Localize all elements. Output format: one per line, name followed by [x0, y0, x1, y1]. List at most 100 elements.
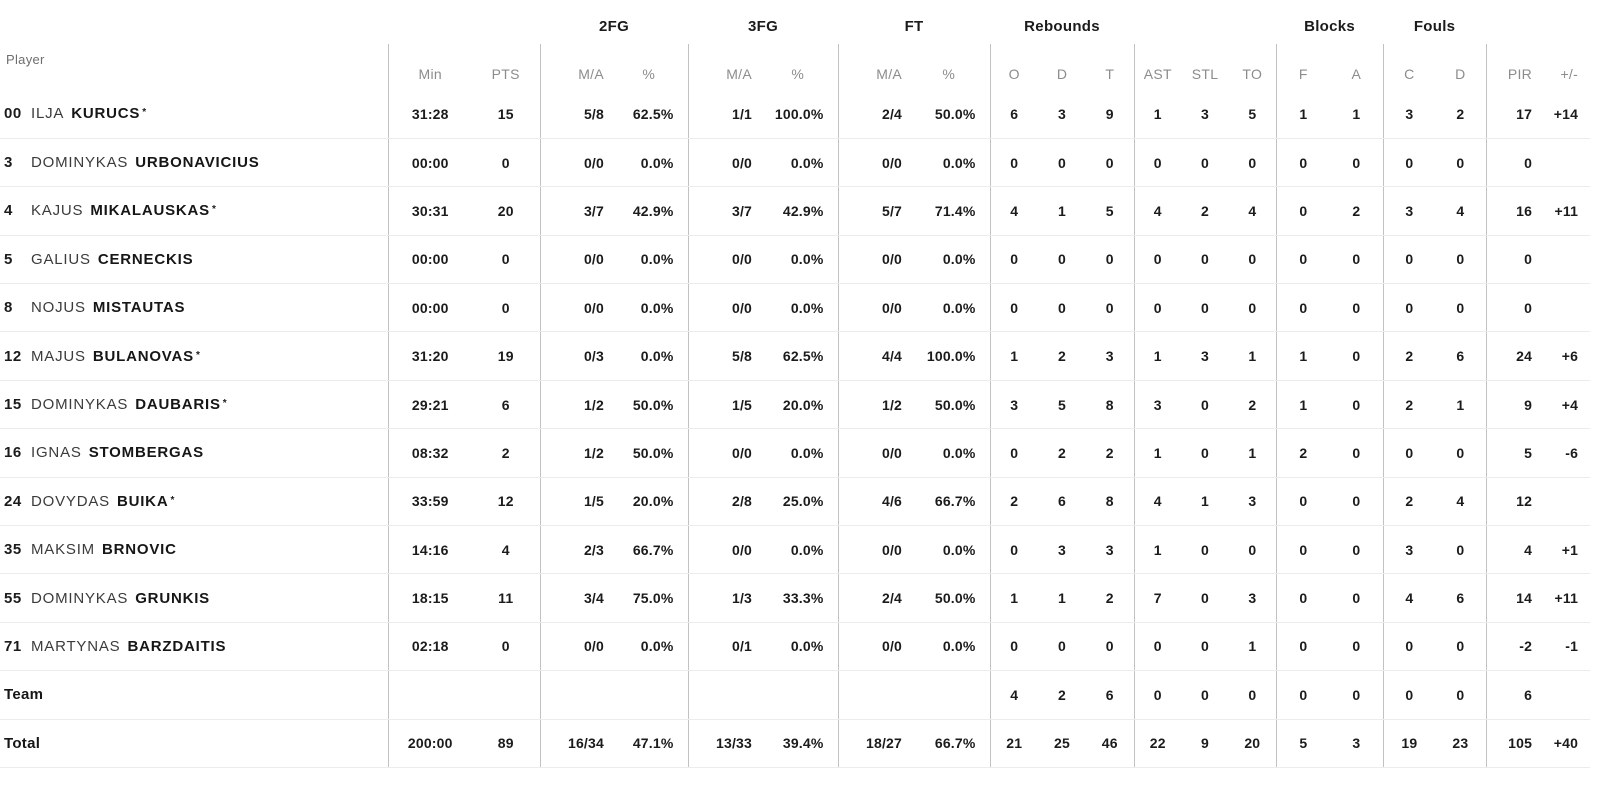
group-header-2fg: 2FG [598, 18, 630, 35]
stat-cell-3fg-ma: 5/8 [687, 331, 759, 381]
col-header-ast: AST [1133, 44, 1182, 90]
stat-cell-plusminus [1546, 477, 1591, 527]
jersey-number: 35 [4, 541, 22, 559]
stat-cell-reb-t: 0 [1086, 138, 1135, 188]
stat-cell-foul-d: 2 [1435, 90, 1487, 139]
player-name-cell: 00 ILJA KURUCS * [0, 90, 388, 139]
stat-cell-pir: 14 [1485, 573, 1547, 623]
stat-cell-blk-f: 0 [1275, 138, 1331, 188]
player-last-name: CERNECKIS [97, 250, 194, 268]
stat-cell-ft-ma: 0/0 [837, 235, 909, 285]
player-last-name: GRUNKIS [135, 589, 210, 607]
starter-asterisk: * [170, 494, 175, 506]
group-spacer-ast [1134, 0, 1276, 44]
stat-cell-reb-o: 4 [989, 186, 1039, 236]
stat-cell-reb-d: 0 [1038, 622, 1087, 672]
stat-cell-pts: 19 [472, 331, 540, 381]
player-row: 4 KAJUS MIKALAUSKAS * 30:31 20 3/7 42.9% 3/7 42.9… [0, 186, 1591, 236]
stat-cell-foul-c: 19 [1382, 719, 1436, 768]
stat-cell-ft-ma: 5/7 [837, 186, 909, 236]
stat-cell-ast: 0 [1133, 622, 1182, 672]
stat-cell-2fg-pct: 47.1% [610, 719, 689, 768]
stat-cell-2fg-ma: 16/34 [539, 719, 610, 768]
stat-cell-3fg-ma: 13/33 [687, 719, 759, 768]
stat-cell-ast: 4 [1133, 186, 1182, 236]
jersey-number: 3 [4, 154, 13, 172]
stat-cell-to: 3 [1229, 477, 1277, 527]
stat-cell-foul-c: 0 [1382, 283, 1436, 333]
stat-cell-2fg-pct: 0.0% [610, 283, 689, 333]
stat-cell-stl: 2 [1181, 186, 1230, 236]
stat-cell-plusminus: +11 [1546, 186, 1591, 236]
stat-cell-to: 0 [1229, 525, 1277, 575]
player-last-name: DAUBARIS [135, 396, 221, 414]
stat-cell-min: 02:18 [387, 622, 472, 672]
stat-cell-3fg-pct: 0.0% [758, 428, 839, 478]
player-row: 16 IGNAS STOMBERGAS 08:32 2 1/2 50.0% 0/0 0.0% 0/… [0, 428, 1591, 478]
stat-cell-reb-o: 0 [989, 235, 1039, 285]
stat-cell-to: 4 [1229, 186, 1277, 236]
stat-cell-3fg-pct [758, 670, 839, 720]
stat-cell-3fg-ma: 3/7 [687, 186, 759, 236]
col-header-min: Min [387, 44, 472, 90]
stat-cell-blk-a: 1 [1330, 90, 1384, 139]
stat-cell-2fg-pct: 20.0% [610, 477, 689, 527]
col-header-pts: PTS [491, 66, 520, 82]
stat-cell-pir: 9 [1485, 380, 1547, 430]
stat-cell-3fg-ma: 1/1 [687, 90, 759, 139]
stat-cell-reb-t: 0 [1086, 622, 1135, 672]
stat-cell-plusminus [1546, 235, 1591, 285]
stat-cell-3fg-ma: 0/1 [687, 622, 759, 672]
stat-cell-blk-f: 0 [1275, 670, 1331, 720]
stat-cell-pts: 89 [472, 719, 540, 768]
stat-cell-foul-d: 0 [1435, 428, 1487, 478]
stat-cell-ft-pct: 100.0% [908, 331, 991, 381]
stat-cell-2fg-pct: 0.0% [610, 331, 689, 381]
stat-cell-ast: 0 [1133, 138, 1182, 188]
stat-cell-reb-d: 0 [1038, 235, 1087, 285]
stat-cell-ast: 1 [1133, 90, 1182, 139]
stat-cell-blk-a: 0 [1330, 573, 1384, 623]
stat-cell-foul-d: 4 [1435, 186, 1487, 236]
stat-cell-foul-c: 0 [1382, 670, 1436, 720]
starter-asterisk: * [212, 204, 217, 216]
stat-cell-foul-c: 2 [1382, 331, 1436, 381]
stat-cell-ft-pct: 0.0% [908, 525, 991, 575]
player-last-name: MIKALAUSKAS [90, 202, 210, 220]
stat-cell-3fg-ma: 0/0 [687, 138, 759, 188]
stat-cell-ft-pct: 0.0% [908, 283, 991, 333]
stat-cell-foul-c: 4 [1382, 573, 1436, 623]
jersey-number: 12 [4, 347, 22, 365]
stat-cell-blk-a: 0 [1330, 622, 1384, 672]
stat-cell-to: 0 [1229, 235, 1277, 285]
stat-cell-blk-f: 1 [1275, 380, 1331, 430]
stat-cell-3fg-ma: 0/0 [687, 525, 759, 575]
stat-cell-2fg-ma: 1/2 [539, 380, 610, 430]
stat-cell-pir: 5 [1485, 428, 1547, 478]
stat-cell-2fg-pct: 50.0% [610, 428, 689, 478]
stat-cell-to: 1 [1229, 622, 1277, 672]
stat-cell-2fg-ma: 2/3 [539, 525, 610, 575]
stat-cell-ast: 4 [1133, 477, 1182, 527]
stat-cell-to: 20 [1229, 719, 1277, 768]
player-row: 71 MARTYNAS BARZDAITIS 02:18 0 0/0 0.0% 0/1 0.0%… [0, 622, 1591, 672]
player-name-cell: 8 NOJUS MISTAUTAS [0, 283, 388, 333]
stat-cell-to: 5 [1229, 90, 1277, 139]
stat-cell-min: 18:15 [387, 573, 472, 623]
player-first-name: GALIUS [31, 250, 91, 268]
stat-cell-blk-f: 0 [1275, 235, 1331, 285]
stat-cell-blk-a: 3 [1330, 719, 1384, 768]
stat-cell-ft-pct: 50.0% [908, 573, 991, 623]
stat-cell-pts: 11 [472, 573, 540, 623]
group-header-blocks: Blocks [1304, 18, 1356, 35]
stat-cell-foul-d: 0 [1435, 670, 1487, 720]
stat-cell-foul-d: 0 [1435, 525, 1487, 575]
stat-cell-ast: 0 [1133, 283, 1182, 333]
player-first-name: DOMINYKAS [31, 589, 129, 607]
group-spacer-minpts [388, 0, 540, 44]
stat-cell-ast: 7 [1133, 573, 1182, 623]
stat-cell-stl: 0 [1181, 235, 1230, 285]
stat-cell-pts: 6 [472, 380, 540, 430]
stat-cell-foul-d: 0 [1435, 622, 1487, 672]
